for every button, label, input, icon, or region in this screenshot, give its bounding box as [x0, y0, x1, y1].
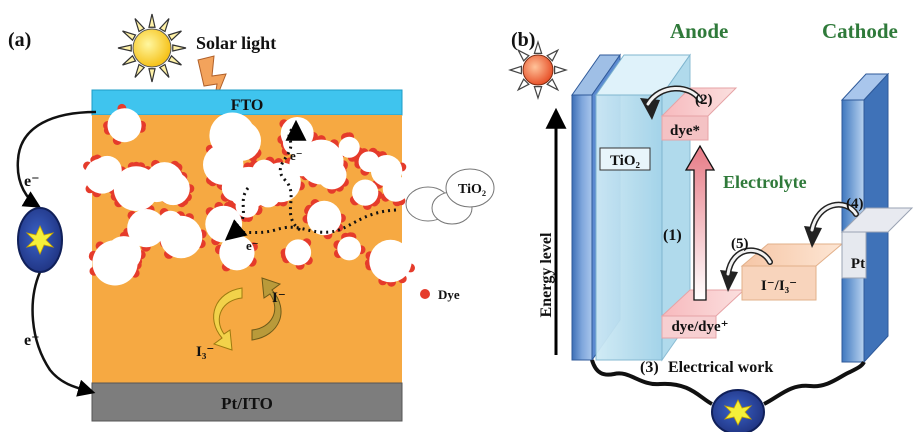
electron-path-1-label: e⁻ — [290, 148, 303, 163]
solar-light-label: Solar light — [196, 33, 276, 53]
tio2-particle — [358, 151, 380, 172]
tio2-particle — [145, 162, 184, 200]
tio2-particle — [307, 200, 342, 236]
sun-ray — [172, 44, 187, 52]
step3-label: (3) — [640, 359, 659, 376]
electron-path-3 — [238, 187, 250, 224]
sun-ray — [122, 54, 137, 66]
electron-path-1 — [278, 119, 307, 232]
sun-ray — [533, 40, 543, 54]
dye-legend-label: Dye — [438, 287, 460, 302]
pt-label: Pt — [851, 256, 865, 272]
dye-excited-front — [661, 115, 709, 141]
electron-top-label: e⁻ — [24, 173, 40, 190]
tio2-particle — [107, 108, 142, 143]
sun-ray — [508, 65, 522, 75]
dye-ground-label: dye/dye⁺ — [671, 319, 728, 335]
sun-ray — [122, 30, 137, 42]
panel-b: (b) Anode Cathode Energy level TiO₂ dye* — [508, 19, 914, 432]
fto-layer — [91, 89, 403, 116]
sun-icon — [508, 40, 568, 100]
redox-level — [740, 243, 844, 267]
sun-ray — [134, 63, 146, 78]
sun-ray — [516, 78, 530, 92]
redox-level-front — [741, 265, 817, 301]
fto-label: FTO — [231, 97, 264, 114]
external-wire — [590, 359, 713, 406]
electrical-work-label: Electrical work — [668, 359, 773, 376]
step4-label: (4) — [846, 196, 864, 212]
tio2-legend-label: TiO₂ — [458, 182, 486, 197]
sun-ray — [516, 48, 530, 62]
tio2-legend-icon — [405, 168, 495, 225]
injection-arrow-fill — [646, 87, 702, 106]
sun-icon — [117, 13, 187, 83]
electron-path-2 — [224, 208, 397, 241]
tio2-particle — [298, 139, 344, 185]
dye-excited-label: dye* — [670, 123, 700, 139]
regeneration-arrowhead — [720, 270, 738, 292]
sun-ray — [167, 30, 182, 42]
external-wire-right — [763, 360, 866, 406]
tio2-particle — [127, 209, 166, 248]
injection-arrowhead — [640, 98, 660, 120]
tio2-particle — [110, 247, 137, 274]
pt-ito-layer — [91, 382, 403, 422]
sun-ray — [546, 48, 560, 62]
sun-ray — [117, 44, 132, 52]
tio2-particle — [261, 162, 301, 203]
tio2-particle — [159, 215, 203, 259]
sun-ray — [158, 63, 170, 78]
pt-ito-label: Pt/ITO — [221, 394, 273, 413]
tio2-particle — [84, 158, 120, 194]
pt-layer-front — [841, 231, 867, 279]
load-icon — [17, 207, 63, 273]
sun-ray — [134, 18, 146, 33]
tio2-particle — [220, 120, 261, 162]
electrolyte-label: Electrolyte — [723, 172, 807, 192]
sun-ray — [533, 86, 543, 100]
regeneration-arrow-fill — [726, 248, 772, 276]
energy-level-label: Energy level — [538, 232, 555, 317]
tio2-particle — [369, 239, 412, 283]
panel-b-label: (b) — [511, 29, 535, 51]
sun-ray — [148, 13, 156, 28]
tio2-particle — [219, 235, 255, 271]
iodide-label: I⁻ — [272, 290, 286, 306]
lightning-icon — [197, 55, 227, 105]
external-circuit-bottom — [31, 271, 96, 397]
tio2-particle — [337, 236, 362, 261]
anode-label: Anode — [670, 19, 728, 43]
sun-ray — [546, 78, 560, 92]
panel-a-label: (a) — [8, 29, 31, 51]
external-circuit-top — [16, 110, 97, 208]
tio2-particle — [338, 136, 360, 158]
tio2-label: TiO₂ — [610, 153, 641, 169]
electron-path-2-label: e⁻ — [246, 238, 259, 253]
step1-label: (1) — [663, 227, 682, 244]
tio2-particle — [221, 174, 249, 202]
reduction-arrowhead — [804, 226, 822, 248]
sun-ray — [554, 65, 568, 75]
sun-ray — [167, 54, 182, 66]
cathode-label: Cathode — [822, 19, 898, 43]
redox-cycle-arrows-icon — [212, 277, 282, 351]
panel-a: (a) Solar light FTO Pt/ITO e⁻ e⁻ e⁻ e⁻ — [8, 13, 495, 422]
load-icon — [711, 389, 765, 432]
dye-legend-icon — [420, 289, 430, 299]
step2-label: (2) — [695, 92, 713, 108]
electron-bottom-label: e⁻ — [24, 332, 40, 349]
triiodide-label: I₃⁻ — [196, 344, 214, 360]
excitation-arrow — [684, 144, 716, 301]
redox-label: I⁻/I₃⁻ — [761, 278, 797, 294]
sun-ray — [148, 68, 156, 83]
dye-ground-front — [661, 315, 717, 339]
tio2-particle — [285, 239, 312, 266]
step5-label: (5) — [731, 236, 749, 252]
sun-ray — [158, 18, 170, 33]
tio2-particle — [352, 179, 379, 206]
tio2-box — [599, 147, 651, 171]
reduction-arrow-fill — [810, 203, 858, 232]
